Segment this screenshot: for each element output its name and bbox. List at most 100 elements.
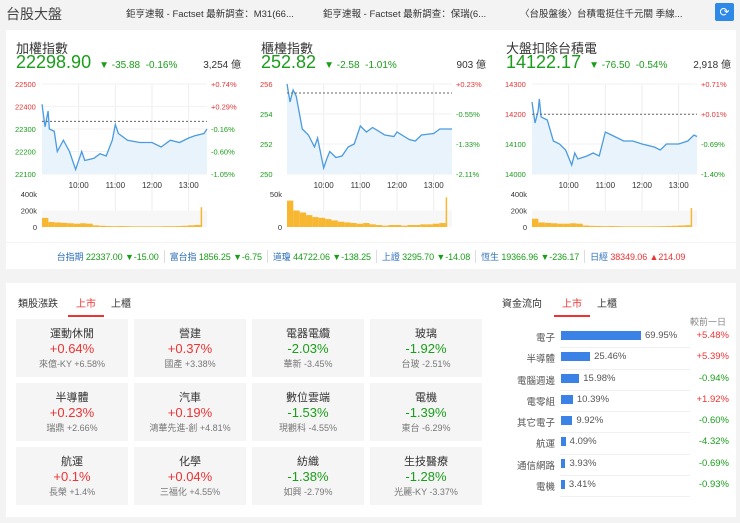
flow-tab-listed[interactable]: 上市: [554, 295, 590, 317]
price-area: [532, 99, 697, 174]
volume-tick-label: 50k: [270, 190, 282, 199]
flow-delta: -0.60%: [698, 415, 729, 427]
volume-tick-label: 400k: [511, 190, 528, 199]
global-ticker: 台指期 22337.00 ▼-15.00 富台指 1856.25 ▼-6.75 道瓊…: [6, 243, 736, 269]
volume-bar: [658, 226, 666, 227]
ticker-change: ▼-6.75: [233, 251, 262, 262]
flow-row[interactable]: 航運 4.09% -4.32%: [490, 433, 735, 455]
flow-row[interactable]: 通信網路 3.93% -0.69%: [490, 455, 735, 477]
volume-bar: [80, 223, 87, 227]
flow-sector-name: 航運: [535, 439, 555, 451]
volume-bar: [432, 223, 440, 227]
ticker-item[interactable]: 道瓊 44722.06 ▼-138.25: [268, 249, 377, 263]
x-tick-label: 12:00: [142, 181, 163, 190]
flow-row[interactable]: 電機 3.41% -0.93%: [490, 476, 735, 498]
sector-top-stock: 瑞鼎 +2.66%: [46, 423, 98, 433]
index-panel-otc[interactable]: 櫃檯指數 252.82 ▼ -2.58 -1.01% 903 億 10:00 11:00 1…: [251, 30, 494, 242]
flow-sector-name: 電腦週邊: [516, 375, 555, 387]
sector-card[interactable]: 半導體 +0.23% 瑞鼎 +2.66%: [16, 383, 128, 441]
y-right-tick-label: -0.55%: [456, 110, 480, 119]
row-divider: [560, 496, 690, 498]
volume-bar: [589, 225, 596, 227]
volume-bar: [665, 226, 672, 227]
volume-tick-label: 0: [278, 223, 282, 232]
tab-otc[interactable]: 上櫃: [111, 299, 131, 310]
sector-pct: +0.37%: [167, 341, 213, 356]
ticker-item[interactable]: 富台指 1856.25 ▼-6.75: [165, 249, 268, 263]
sector-card[interactable]: 汽車 +0.19% 鴻華先進-創 +4.81%: [134, 383, 246, 441]
volume-bar: [318, 217, 326, 227]
flow-row[interactable]: 電腦週邊 15.98% -0.94%: [490, 370, 735, 391]
intraday-chart: 10:00 11:00 12:00 13:00 22500 +0.74% 22400 +0.2…: [15, 80, 237, 232]
tab-listed[interactable]: 上市: [68, 295, 104, 317]
sector-card[interactable]: 生技醫療 -1.28% 光麗-KY -3.37%: [370, 447, 482, 505]
volume-bar: [382, 225, 389, 227]
sector-card[interactable]: 電器電纜 -2.03% 華新 -3.45%: [252, 319, 364, 377]
flow-row[interactable]: 其它電子 9.92% -0.60%: [490, 412, 735, 434]
sector-card[interactable]: 化學 +0.04% 三福化 +4.55%: [134, 447, 246, 505]
y-tick-label: 254: [260, 110, 273, 119]
sector-card[interactable]: 運動休閒 +0.64% 來億-KY +6.58%: [16, 319, 128, 377]
refresh-icon[interactable]: ⟳: [715, 3, 734, 21]
price-line: [286, 83, 452, 171]
sector-name: 航運: [61, 456, 83, 468]
sector-grid: 運動休閒 +0.64% 來億-KY +6.58% 營建 +0.37% 國產 +3.38% 電…: [16, 319, 482, 505]
sector-name: 化學: [179, 456, 201, 468]
sector-top-stock: 華新 -3.45%: [283, 359, 333, 369]
volume-bar: [86, 223, 93, 227]
volume-bar: [627, 226, 634, 227]
flow-delta: -0.94%: [698, 372, 729, 384]
y-tick-label: 22400: [15, 103, 36, 112]
y-right-tick-label: -1.33%: [456, 140, 480, 149]
news-link[interactable]: 鉅亨速報 - Factset 最新調查：保瑞(6...: [323, 9, 487, 20]
ticker-value: 44722.06: [293, 251, 330, 262]
ticker-item[interactable]: 台指期 22337.00 ▼-15.00: [52, 249, 165, 263]
sector-card[interactable]: 電機 -1.39% 東台 -6.29%: [370, 383, 482, 441]
ticker-value: 3295.70: [402, 251, 434, 262]
volume-bar: [61, 222, 68, 227]
flow-row[interactable]: 半導體 25.46% +5.39%: [490, 348, 735, 370]
sector-name: 生技醫療: [404, 456, 448, 468]
index-panel-taiex[interactable]: 加權指數 22298.90 ▼ -35.88 -0.16% 3,254 億 10:00 1…: [6, 30, 249, 242]
volume-bar: [420, 224, 427, 227]
sector-pct: -1.38%: [287, 469, 329, 484]
ticker-name: 道瓊: [272, 251, 291, 262]
x-tick-label: 13:00: [424, 181, 445, 190]
sector-card[interactable]: 航運 +0.1% 長榮 +1.4%: [16, 447, 128, 505]
sector-name: 數位雲端: [286, 392, 330, 404]
news-link[interactable]: 〈台股盤後〉台積電挺住千元關 季線...: [520, 9, 683, 20]
volume-bar: [439, 223, 446, 227]
change-pct: -0.16%: [145, 60, 178, 71]
flow-row[interactable]: 電零組 10.39% +1.92%: [490, 391, 735, 413]
sector-name: 半導體: [55, 392, 89, 404]
page-title: 台股大盤: [6, 6, 62, 22]
x-tick-label: 10:00: [314, 181, 335, 190]
volume-bar: [620, 226, 628, 227]
volume-bar: [99, 225, 106, 227]
ticker-item[interactable]: 上證 3295.70 ▼-14.08: [377, 249, 477, 263]
volume-bar: [614, 226, 621, 227]
sector-card[interactable]: 玻璃 -1.92% 台玻 -2.51%: [370, 319, 482, 377]
x-tick-label: 11:00: [596, 181, 616, 190]
price-line: [41, 104, 208, 172]
sector-name: 電機: [415, 392, 437, 404]
ticker-item[interactable]: 日經 38349.06 ▲214.09: [585, 250, 690, 263]
sector-pct: +0.1%: [53, 469, 91, 484]
sector-top-stock: 光麗-KY -3.37%: [394, 487, 458, 497]
ticker-value: 1856.25: [198, 251, 231, 262]
index-panel-ex-tsmc[interactable]: 大盤扣除台積電 14122.17 ▼ -76.50 -0.54% 2,918 億 10:…: [496, 30, 739, 242]
ticker-item[interactable]: 恆生 19366.96 ▼-236.17: [476, 249, 586, 263]
sector-pct: -1.53%: [287, 405, 329, 420]
news-link[interactable]: 鉅亨速報 - Factset 最新調查：M31(66...: [126, 9, 294, 20]
flow-tab-otc[interactable]: 上櫃: [597, 299, 617, 310]
sector-pct: +0.23%: [49, 405, 95, 420]
volume-bar: [375, 225, 383, 227]
sector-title: 類股漲跌: [18, 299, 58, 310]
sector-card[interactable]: 紡織 -1.38% 如興 -2.79%: [252, 447, 364, 505]
sector-card[interactable]: 數位雲端 -1.53% 現觀科 -4.55%: [252, 383, 364, 441]
sector-name: 運動休閒: [50, 328, 94, 340]
sector-top-stock: 長榮 +1.4%: [48, 487, 96, 497]
sector-top-stock: 鴻華先進-創 +4.81%: [149, 423, 231, 433]
flow-row[interactable]: 電子 69.95% +5.48%: [490, 327, 735, 349]
sector-card[interactable]: 營建 +0.37% 國產 +3.38%: [134, 319, 246, 377]
